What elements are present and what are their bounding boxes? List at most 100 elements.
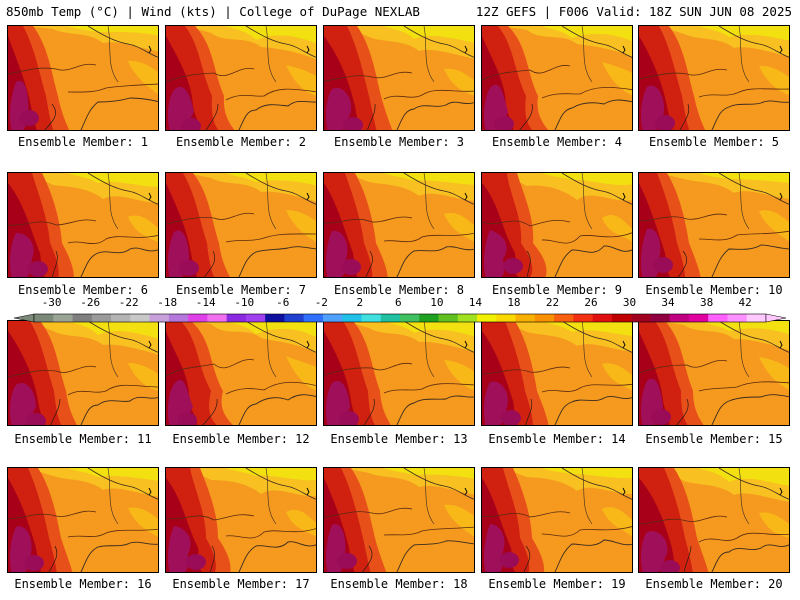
colorbar-tick-label: -10 [234,296,255,309]
ensemble-member-label: Ensemble Member: 3 [333,135,465,149]
colorbar-swatch [534,314,555,322]
colorbar-swatch [419,314,439,322]
colorbar-tick-label: 26 [584,296,598,309]
ensemble-member-map [165,467,317,573]
colorbar-swatch [34,314,54,322]
ensemble-member-map [165,25,317,131]
map-title: 850mb Temp (°C) | Wind (kts) | College o… [6,4,420,19]
ensemble-member-map [7,25,159,131]
colorbar-tick-label: -6 [276,296,290,309]
ensemble-member-label: Ensemble Member: 16 [14,577,152,591]
colorbar-swatch [130,314,150,322]
colorbar-swatch [554,314,574,322]
ensemble-member-label: Ensemble Member: 8 [333,283,465,297]
colorbar-swatch [688,314,709,322]
ensemble-member-label: Ensemble Member: 18 [330,577,468,591]
colorbar-left-arrow [14,313,35,323]
colorbar-swatch [342,314,362,322]
ensemble-member-map [481,320,633,426]
colorbar-tick-label: 10 [430,296,444,309]
ensemble-member-map [7,467,159,573]
ensemble-member-map [7,172,159,278]
colorbar-tick-label: 22 [545,296,560,309]
ensemble-member-map [638,467,790,573]
ensemble-member-map [165,320,317,426]
ensemble-member-label: Ensemble Member: 4 [491,135,623,149]
colorbar-tick-label: -18 [157,296,178,309]
colorbar-tick-label: 34 [661,296,675,309]
ensemble-member-map [481,172,633,278]
colorbar-swatch [631,314,651,322]
ensemble-member-map [323,172,475,278]
ensemble-member-map [323,467,475,573]
colorbar-tick-label: 30 [622,296,637,309]
colorbar-right-arrow [765,313,786,323]
colorbar-swatch [303,314,324,322]
colorbar-tick-label: -14 [195,296,216,309]
colorbar-swatch [265,314,285,322]
colorbar-swatch [650,314,670,322]
ensemble-member-label: Ensemble Member: 2 [175,135,307,149]
colorbar-swatch [708,314,728,322]
ensemble-member-label: Ensemble Member: 17 [172,577,310,591]
colorbar-tick-label: 42 [738,296,752,309]
colorbar-swatch [245,314,266,322]
colorbar-swatch [400,314,420,322]
ensemble-member-map [481,25,633,131]
colorbar-swatch [207,314,227,322]
colorbar-swatch [380,314,401,322]
ensemble-member-map [323,25,475,131]
ensemble-member-map [323,320,475,426]
colorbar-tick-label: 38 [699,296,714,309]
colorbar-tick-label: -2 [314,296,328,309]
colorbar-swatch [746,314,767,322]
ensemble-member-map [638,25,790,131]
ensemble-member-label: Ensemble Member: 5 [648,135,780,149]
ensemble-member-map [638,172,790,278]
colorbar-swatch [111,314,131,322]
colorbar-tick-label: 6 [395,296,402,309]
colorbar-swatch [322,314,343,322]
ensemble-member-label: Ensemble Member: 11 [14,432,152,446]
ensemble-member-label: Ensemble Member: 19 [488,577,626,591]
colorbar-tick-label: 18 [507,296,521,309]
colorbar-tick-label: -22 [118,296,139,309]
ensemble-member-label: Ensemble Member: 6 [17,283,149,297]
colorbar-swatch [669,314,690,322]
colorbar-swatch [611,314,632,322]
ensemble-member-label: Ensemble Member: 9 [491,283,623,297]
ensemble-member-label: Ensemble Member: 12 [172,432,310,446]
colorbar-tick-label: -26 [80,296,101,309]
colorbar-swatch [496,314,516,322]
colorbar-swatch [727,314,748,322]
colorbar-swatch [53,314,73,322]
colorbar-swatch [226,314,247,322]
colorbar-tick-label: -30 [41,296,62,309]
ensemble-member-map [7,320,159,426]
ensemble-member-map [165,172,317,278]
temperature-colorbar [14,313,786,323]
ensemble-member-label: Ensemble Member: 13 [330,432,468,446]
colorbar-tick-label: 2 [356,296,364,309]
colorbar-swatch [72,314,93,322]
ensemble-member-map [481,467,633,573]
colorbar-swatch [592,314,613,322]
model-valid-time: 12Z GEFS | F006 Valid: 18Z SUN JUN 08 20… [475,4,792,19]
ensemble-member-label: Ensemble Member: 7 [175,283,307,297]
ensemble-member-label: Ensemble Member: 15 [645,432,783,446]
ensemble-member-map [638,320,790,426]
colorbar-swatch [573,314,593,322]
ensemble-member-label: Ensemble Member: 14 [488,432,626,446]
colorbar-swatch [168,314,189,322]
colorbar-swatch [438,314,459,322]
ensemble-member-label: Ensemble Member: 10 [645,283,783,297]
colorbar-swatch [91,314,112,322]
ensemble-member-label: Ensemble Member: 20 [645,577,783,591]
colorbar-swatch [149,314,170,322]
colorbar-swatch [515,314,536,322]
colorbar-swatch [361,314,382,322]
colorbar-swatch [284,314,304,322]
ensemble-member-label: Ensemble Member: 1 [17,135,149,149]
colorbar-swatch [457,314,478,322]
colorbar-tick-label: 14 [468,296,483,309]
